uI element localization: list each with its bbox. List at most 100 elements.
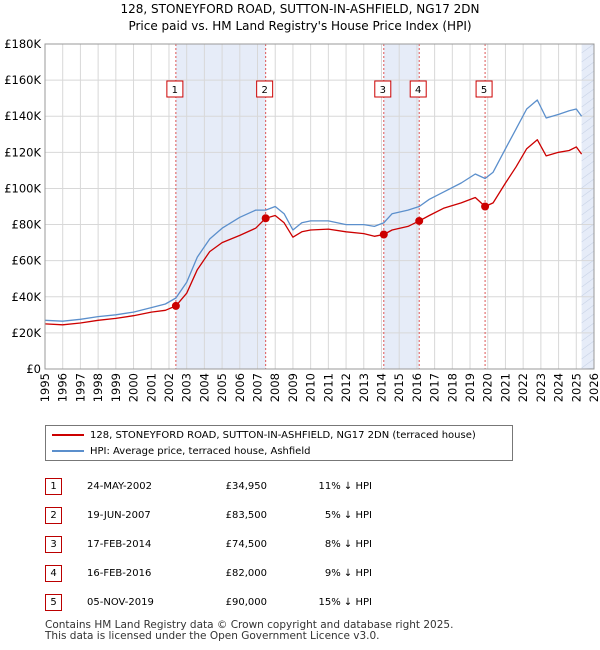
x-tick-label: 2015	[392, 373, 406, 402]
sale-label-box	[374, 80, 392, 98]
sale-label: 1	[172, 85, 178, 96]
x-tick-label: 2007	[251, 373, 265, 402]
transaction-price: £74,500	[225, 539, 267, 550]
transactions-table: 1 24-MAY-2002 £34,950 11% ↓ HPI 2 19-JUN-2007…	[45, 472, 372, 617]
transaction-number: 1	[45, 478, 62, 495]
transaction-hpi-diff: 15% ↓ HPI	[318, 597, 372, 608]
chart-subtitle: Price paid vs. HM Land Registry's House …	[128, 19, 472, 33]
transaction-number: 3	[45, 536, 62, 553]
x-tick-label: 2017	[428, 373, 442, 402]
legend-swatch-property	[52, 434, 84, 436]
y-tick-label: £160K	[4, 73, 41, 87]
hatch-line	[581, 277, 595, 288]
transaction-price: £83,500	[225, 510, 267, 521]
legend-item-property: 128, STONEYFORD ROAD, SUTTON-IN-ASHFIELD…	[52, 429, 476, 443]
hatch-line	[581, 250, 595, 261]
transaction-number: 4	[45, 565, 62, 582]
legend-swatch-hpi	[52, 450, 84, 452]
x-tick-label: 2019	[463, 373, 477, 402]
x-tick-label: 2011	[321, 373, 335, 402]
hatch-line	[581, 268, 595, 279]
x-tick-label: 1995	[38, 373, 52, 402]
sale-point	[261, 214, 270, 223]
transaction-number: 2	[45, 507, 62, 524]
sale-point	[171, 301, 180, 310]
sale-label: 2	[261, 85, 267, 96]
shaded-range	[175, 44, 266, 369]
x-tick-label: 2009	[286, 373, 300, 402]
sale-label-box	[409, 80, 427, 98]
y-tick-label: £100K	[4, 181, 41, 195]
x-tick-label: 1996	[56, 373, 70, 402]
hatch-line	[581, 169, 595, 180]
hatch-line	[581, 133, 595, 144]
hatch-line	[581, 52, 595, 63]
transaction-row: 2 19-JUN-2007 £83,500 5% ↓ HPI	[45, 501, 372, 530]
legend-label-property: 128, STONEYFORD ROAD, SUTTON-IN-ASHFIELD…	[90, 430, 476, 441]
footer-licence: This data is licensed under the Open Gov…	[45, 630, 380, 642]
hatch-line	[581, 151, 595, 162]
shaded-range	[383, 44, 420, 369]
x-tick-label: 2000	[127, 373, 141, 402]
sale-label-box	[166, 80, 184, 98]
x-tick-label: 1999	[109, 373, 123, 402]
hatch-line	[581, 340, 595, 351]
hatch-line	[581, 205, 595, 216]
hpi-series-line	[44, 99, 583, 322]
y-tick-label: £40K	[12, 290, 42, 304]
transaction-date: 05-NOV-2019	[87, 597, 154, 608]
x-tick-label: 2012	[339, 373, 353, 402]
sale-label: 5	[481, 85, 487, 96]
hatch-line	[581, 79, 595, 90]
hatch-line	[581, 43, 595, 54]
hatch-line	[581, 286, 595, 297]
x-tick-label: 2002	[162, 373, 176, 402]
legend-item-hpi: HPI: Average price, terraced house, Ashf…	[52, 445, 310, 459]
x-tick-label: 2025	[569, 373, 583, 402]
y-tick-label: £120K	[4, 145, 41, 159]
sale-point	[379, 230, 388, 239]
x-tick-label: 2004	[197, 373, 211, 402]
hatch-line	[581, 295, 595, 306]
hatch-line	[581, 160, 595, 171]
price-chart: 1 2 3 4 5 £0 £20K £40K £60K £80K £100K £120K £140K £1…	[4, 37, 600, 402]
transaction-date: 17-FEB-2014	[87, 539, 152, 550]
hatch-line	[581, 214, 595, 225]
x-tick-label: 2013	[357, 373, 371, 402]
x-tick-label: 2008	[268, 373, 282, 402]
hatch-line	[581, 70, 595, 81]
x-tick-label: 2018	[445, 373, 459, 402]
legend-label-hpi: HPI: Average price, terraced house, Ashf…	[90, 446, 311, 457]
plot-area	[45, 44, 594, 369]
hatch-line	[581, 196, 595, 207]
hatch-line	[581, 223, 595, 234]
hatch-line	[581, 304, 595, 315]
x-tick-label: 1997	[73, 373, 87, 402]
transaction-price: £90,000	[225, 597, 267, 608]
x-tick-label: 2010	[304, 373, 318, 402]
y-tick-label: £80K	[12, 218, 42, 232]
hatch-line	[581, 97, 595, 108]
transaction-hpi-diff: 11% ↓ HPI	[318, 481, 372, 492]
transaction-date: 24-MAY-2002	[87, 481, 153, 492]
x-tick-label: 2020	[481, 373, 495, 402]
legend: 128, STONEYFORD ROAD, SUTTON-IN-ASHFIELD…	[45, 425, 513, 461]
y-tick-label: £180K	[4, 37, 41, 51]
transaction-price: £82,000	[225, 568, 267, 579]
hatch-line	[581, 232, 595, 243]
x-tick-label: 2023	[534, 373, 548, 402]
footer: Contains HM Land Registry data © Crown c…	[45, 620, 453, 642]
x-tick-label: 2021	[498, 373, 512, 402]
sale-label-box	[256, 80, 274, 98]
hatch-line	[581, 259, 595, 270]
transaction-number: 5	[45, 594, 62, 611]
transaction-row: 4 16-FEB-2016 £82,000 9% ↓ HPI	[45, 559, 372, 588]
y-tick-label: £140K	[4, 109, 41, 123]
sale-point	[481, 202, 490, 211]
hatch-line	[581, 115, 595, 126]
hatch-line	[581, 358, 595, 369]
x-tick-label: 2001	[144, 373, 158, 402]
property-series-line	[44, 139, 583, 326]
x-tick-label: 2014	[374, 373, 388, 402]
hatch-line	[581, 142, 595, 153]
